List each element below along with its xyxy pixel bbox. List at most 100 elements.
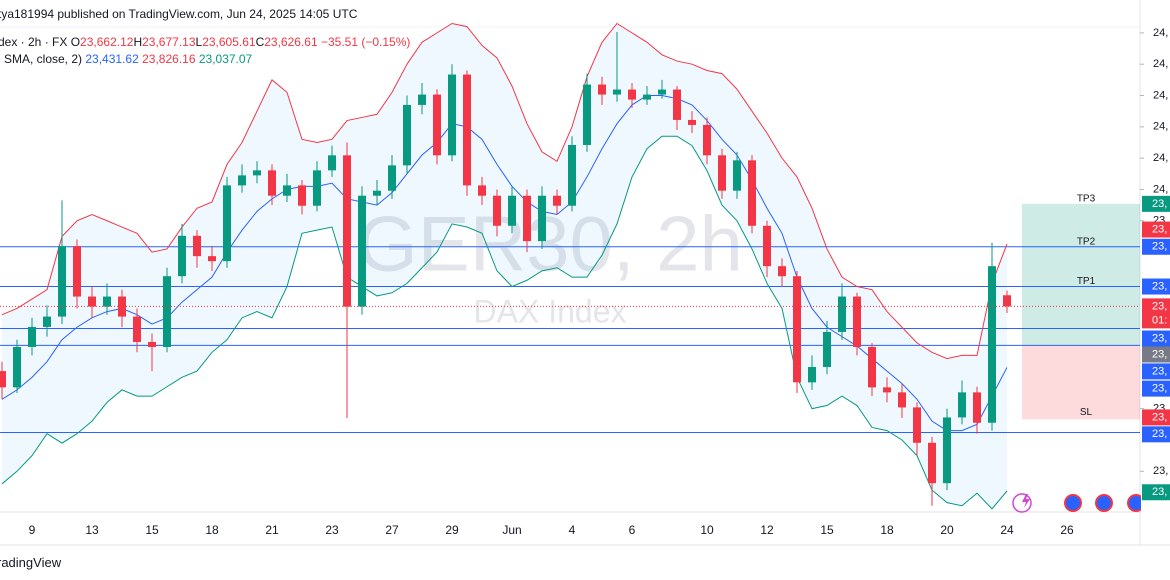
lightning-icon bbox=[1022, 494, 1030, 508]
ohlc-value: 23,626.61 bbox=[264, 35, 318, 49]
price-tag bbox=[1142, 238, 1170, 255]
y-tick-label: 24, bbox=[1153, 121, 1168, 133]
candle-body bbox=[463, 74, 471, 186]
candle-body bbox=[28, 326, 36, 347]
x-tick-label: 6 bbox=[629, 523, 636, 537]
y-tick-label: 24, bbox=[1153, 152, 1168, 164]
candle-body bbox=[808, 367, 816, 383]
candle-body bbox=[508, 195, 516, 226]
candle-body bbox=[973, 392, 981, 423]
price-tag-label: 23, bbox=[1152, 486, 1167, 498]
candle-body bbox=[433, 94, 441, 156]
candle-body bbox=[208, 256, 216, 262]
ohlc-label: H bbox=[133, 35, 143, 49]
publisher-line: tya181994 published on TradingView.com, … bbox=[0, 7, 358, 21]
candle-body bbox=[58, 246, 66, 317]
economic-event[interactable] bbox=[1064, 494, 1082, 512]
target-label: TP2 bbox=[1077, 236, 1096, 247]
candle-body bbox=[388, 165, 396, 191]
candle-body bbox=[778, 266, 786, 277]
candle-body bbox=[913, 407, 921, 443]
target-label: SL bbox=[1080, 407, 1093, 418]
price-tag-label: 23, bbox=[1152, 348, 1167, 360]
candle-body bbox=[448, 74, 456, 156]
candle-body bbox=[73, 246, 81, 297]
candle-body bbox=[658, 89, 666, 95]
candle-body bbox=[838, 296, 846, 332]
x-tick-label: 15 bbox=[145, 523, 159, 537]
x-tick-label: Jun bbox=[502, 523, 521, 537]
candle-body bbox=[148, 341, 156, 347]
candle-body bbox=[238, 175, 246, 186]
candle-body bbox=[883, 387, 891, 393]
indicator-name: SMA, close, 2) bbox=[4, 52, 83, 66]
candle-body bbox=[823, 331, 831, 368]
candle-body bbox=[943, 417, 951, 484]
y-tick-label: 24, bbox=[1153, 183, 1168, 195]
indicator-legend: SMA, close, 2) 23,431.62 23,826.16 23,03… bbox=[4, 52, 252, 66]
candle-body bbox=[688, 119, 696, 125]
price-tag bbox=[1142, 221, 1170, 238]
price-tag bbox=[1142, 426, 1170, 443]
x-tick-label: 27 bbox=[385, 523, 399, 537]
economic-event[interactable] bbox=[1095, 494, 1113, 512]
candle-body bbox=[403, 104, 411, 166]
candle-body bbox=[733, 160, 741, 191]
candle-body bbox=[988, 266, 996, 423]
price-tag-label: 23, bbox=[1152, 332, 1167, 344]
candle-body bbox=[253, 170, 261, 176]
candle-body bbox=[43, 316, 51, 327]
candle-body bbox=[223, 185, 231, 262]
target-label: TP3 bbox=[1077, 194, 1096, 205]
x-tick-label: 9 bbox=[29, 523, 36, 537]
price-tag bbox=[1142, 278, 1170, 295]
candle-body bbox=[418, 94, 426, 105]
target-zone bbox=[1022, 203, 1140, 346]
ohlc-label: C bbox=[255, 35, 265, 49]
x-tick-label: 20 bbox=[940, 523, 954, 537]
price-tag bbox=[1142, 380, 1170, 397]
candle-body bbox=[538, 195, 546, 242]
candle-body bbox=[13, 346, 21, 388]
target-label: TP1 bbox=[1077, 276, 1096, 287]
ohlc-value: 23,605.61 bbox=[202, 35, 256, 49]
candle-body bbox=[898, 392, 906, 408]
candle-body bbox=[373, 190, 381, 196]
candle-body bbox=[163, 276, 171, 347]
price-tag bbox=[1142, 298, 1170, 329]
ohlc-value: 23,677.13 bbox=[142, 35, 196, 49]
x-tick-label: 18 bbox=[880, 523, 894, 537]
y-tick-label: 24, bbox=[1153, 58, 1168, 70]
ohlc-label: O bbox=[70, 35, 81, 49]
x-tick-label: 18 bbox=[205, 523, 219, 537]
x-tick-label: 10 bbox=[700, 523, 714, 537]
candle-body bbox=[523, 195, 531, 242]
event-icon[interactable] bbox=[1012, 493, 1032, 513]
candle-body bbox=[928, 442, 936, 484]
stop-zone bbox=[1022, 345, 1140, 420]
price-tag bbox=[1142, 409, 1170, 426]
x-tick-label: 24 bbox=[1000, 523, 1014, 537]
price-tag-label: 23, bbox=[1152, 300, 1167, 312]
footer-brand: radingView bbox=[0, 555, 62, 570]
price-tag-label: 23, bbox=[1152, 241, 1167, 253]
candle-body bbox=[703, 124, 711, 156]
x-tick-label: 23 bbox=[325, 523, 339, 537]
candle-body bbox=[268, 170, 276, 196]
candle-body bbox=[178, 235, 186, 277]
price-tag bbox=[1142, 195, 1170, 212]
candle-body bbox=[718, 155, 726, 191]
x-tick-label: 4 bbox=[569, 523, 576, 537]
indicator-value: 23,826.16 bbox=[142, 52, 196, 66]
candle-body bbox=[0, 371, 6, 388]
candle-body bbox=[118, 296, 126, 317]
candle-body bbox=[853, 296, 861, 347]
band-line bbox=[1, 22, 1008, 360]
x-tick-label: 13 bbox=[85, 523, 99, 537]
price-tag bbox=[1142, 330, 1170, 347]
candle-body bbox=[553, 195, 561, 206]
candle-body bbox=[598, 84, 606, 95]
change: −35.51 (−0.15%) bbox=[320, 35, 411, 49]
